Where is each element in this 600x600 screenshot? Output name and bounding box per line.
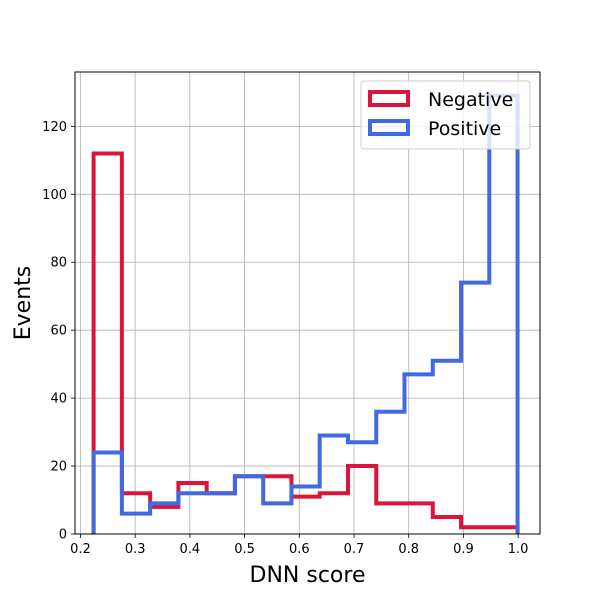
y-tick-label: 120: [42, 120, 67, 135]
x-tick-label: 0.2: [70, 542, 91, 557]
y-tick-label: 20: [50, 460, 67, 475]
y-tick-label: 0: [59, 528, 67, 543]
x-tick-label: 0.5: [234, 542, 255, 557]
legend-swatch-negative: [368, 90, 410, 107]
x-tick-label: 0.6: [289, 542, 310, 557]
legend: Negative Positive: [360, 80, 531, 150]
x-tick-label: 1.0: [508, 542, 529, 557]
plot-frame: [74, 71, 541, 535]
legend-label-negative: Negative: [428, 89, 513, 111]
x-axis-label: DNN score: [250, 563, 366, 588]
legend-label-positive: Positive: [428, 118, 501, 140]
y-tick-label: 40: [50, 392, 67, 407]
y-axis-ticks: 0 20 40 60 80 100 120: [42, 120, 75, 543]
series-layer: [91, 93, 520, 534]
x-tick-label: 0.4: [180, 542, 201, 557]
legend-swatch-positive: [368, 119, 410, 136]
x-tick-label: 0.8: [398, 542, 419, 557]
y-axis-label: Events: [11, 266, 36, 341]
x-tick-label: 0.7: [344, 542, 365, 557]
y-tick-label: 80: [50, 256, 67, 271]
y-tick-label: 60: [50, 324, 67, 339]
y-tick-label: 100: [42, 188, 67, 203]
x-axis-ticks: 0.2 0.3 0.4 0.5 0.6 0.7 0.8 0.9 1.0: [70, 534, 528, 557]
series-step-positive: [91, 93, 520, 534]
x-tick-label: 0.3: [125, 542, 146, 557]
x-tick-label: 0.9: [453, 542, 474, 557]
